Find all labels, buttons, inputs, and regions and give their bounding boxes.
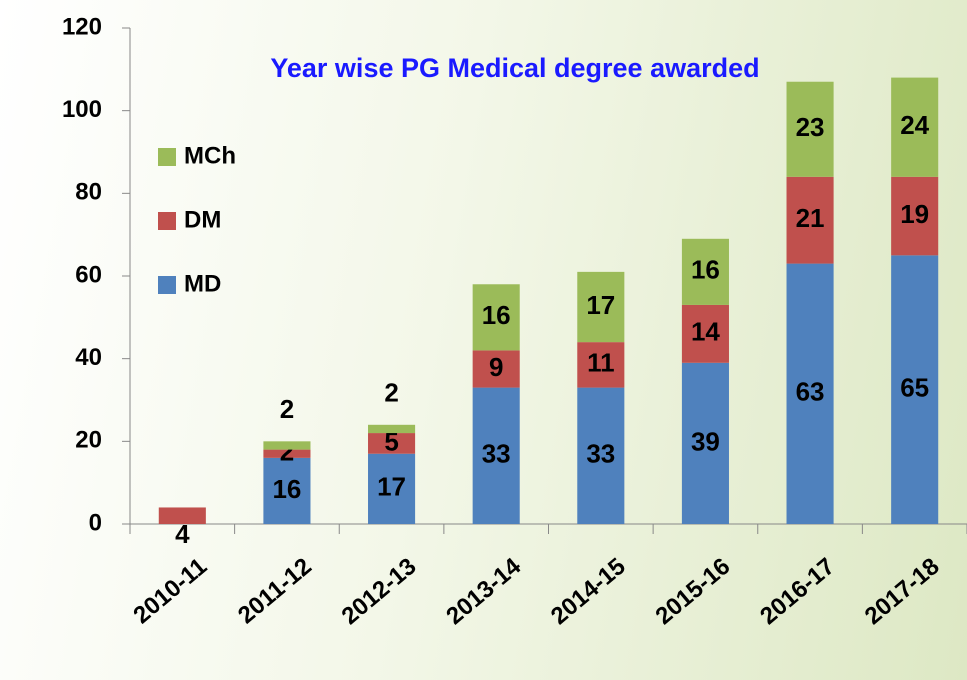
value-label: 19 xyxy=(900,199,929,229)
value-label: 16 xyxy=(272,474,301,504)
bar-segment xyxy=(472,284,520,351)
bar-segment xyxy=(786,176,834,264)
value-label: 33 xyxy=(482,439,511,469)
bar-segment xyxy=(472,387,520,524)
bar-segment xyxy=(263,449,311,458)
bar-segment xyxy=(368,433,416,454)
value-label: 63 xyxy=(796,377,825,407)
y-tick-label: 100 xyxy=(62,96,102,123)
legend-label: MCh xyxy=(184,142,236,169)
legend-label: DM xyxy=(184,206,221,233)
legend-swatch xyxy=(158,212,176,230)
legend-swatch xyxy=(158,148,176,166)
chart-title: Year wise PG Medical degree awarded xyxy=(270,53,759,83)
legend-label: MD xyxy=(184,270,221,297)
bar-segment xyxy=(577,342,625,388)
value-label: 24 xyxy=(900,110,929,140)
x-tick-label: 2013-14 xyxy=(441,552,526,630)
value-label: 65 xyxy=(900,373,929,403)
value-label: 16 xyxy=(691,255,720,285)
value-label: 17 xyxy=(586,290,615,320)
bar-segment xyxy=(472,350,520,388)
bar-segment xyxy=(681,362,729,524)
bar-segment xyxy=(263,441,311,450)
value-label: 2 xyxy=(280,437,294,467)
bar-segment xyxy=(786,263,834,524)
value-label: 21 xyxy=(796,203,825,233)
bar-segment xyxy=(681,304,729,363)
value-label: 2 xyxy=(384,378,398,408)
value-label: 33 xyxy=(586,439,615,469)
value-label: 9 xyxy=(489,352,503,382)
bar-segment xyxy=(891,176,939,256)
bar-segment xyxy=(577,271,625,343)
value-label: 23 xyxy=(796,112,825,142)
value-label: 5 xyxy=(384,426,398,456)
value-label: 4 xyxy=(175,519,190,549)
bar-segment xyxy=(891,77,939,177)
value-label: 2 xyxy=(280,394,294,424)
x-tick-label: 2011-12 xyxy=(233,553,317,629)
x-tick-label: 2016-17 xyxy=(755,553,840,630)
y-tick-label: 120 xyxy=(62,13,102,40)
x-tick-label: 2015-16 xyxy=(651,553,736,630)
y-tick-label: 80 xyxy=(75,179,102,206)
y-tick-label: 0 xyxy=(89,509,102,536)
x-tick-label: 2012-13 xyxy=(337,553,422,630)
bar-segment xyxy=(158,507,206,524)
legend-swatch xyxy=(158,276,176,294)
value-label: 16 xyxy=(482,300,511,330)
bar-segment xyxy=(786,81,834,177)
bar-segment xyxy=(368,453,416,524)
value-label: 14 xyxy=(691,317,720,347)
value-label: 11 xyxy=(587,348,615,378)
bar-segment xyxy=(368,424,416,434)
x-tick-label: 2017-18 xyxy=(860,553,945,630)
x-tick-label: 2014-15 xyxy=(546,553,631,630)
bar-segment xyxy=(577,387,625,524)
y-tick-label: 40 xyxy=(75,344,102,371)
bar-segment xyxy=(891,255,939,525)
y-tick-label: 20 xyxy=(75,427,102,454)
value-label: 39 xyxy=(691,426,720,456)
bar-segment xyxy=(681,238,729,305)
bar-segment xyxy=(263,457,311,524)
y-tick-label: 60 xyxy=(75,261,102,288)
value-label: 17 xyxy=(377,472,406,502)
x-tick-label: 2010-11 xyxy=(128,553,212,629)
